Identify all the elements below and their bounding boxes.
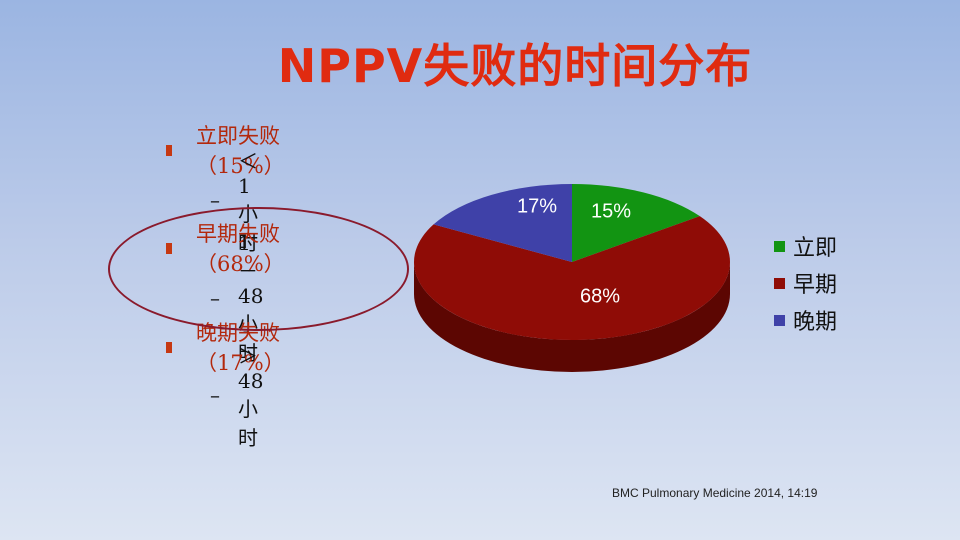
sub-bullet-label: ＞ 48 小时	[238, 343, 264, 450]
legend-label: 晚期	[793, 310, 838, 335]
pie-slice-0	[572, 184, 700, 262]
bullet-item-immediate: 立即失败（15%）	[166, 124, 290, 178]
citation: BMC Pulmonary Medicine 2014, 14:19	[612, 486, 818, 500]
pie-data-label-2: 17%	[517, 195, 557, 217]
legend-label: 立即	[793, 236, 838, 261]
bullet-square-icon	[166, 341, 172, 353]
pie-data-label-1: 68%	[580, 285, 620, 307]
legend-label: 早期	[793, 273, 838, 298]
sub-bullet-late: – ＞ 48 小时	[210, 344, 263, 450]
highlight-ellipse	[108, 207, 409, 331]
bullet-square-icon	[166, 144, 172, 156]
pie-side-1	[414, 262, 730, 372]
dash-icon: –	[210, 188, 220, 212]
bullet-label: 立即失败（15%）	[195, 124, 285, 178]
legend-swatch-icon	[774, 314, 785, 326]
dash-icon: –	[210, 383, 220, 407]
pie-data-label-0: 15%	[591, 200, 631, 222]
legend-item-1: 早期	[774, 267, 837, 299]
pie-slice-1	[414, 216, 730, 340]
legend-item-0: 立即	[774, 230, 837, 262]
slide-title: NPPV失败的时间分布	[277, 39, 753, 93]
legend-swatch-icon	[774, 240, 785, 252]
legend-swatch-icon	[774, 277, 785, 289]
legend-item-2: 晚期	[774, 304, 837, 336]
pie-slice-2	[433, 184, 572, 262]
